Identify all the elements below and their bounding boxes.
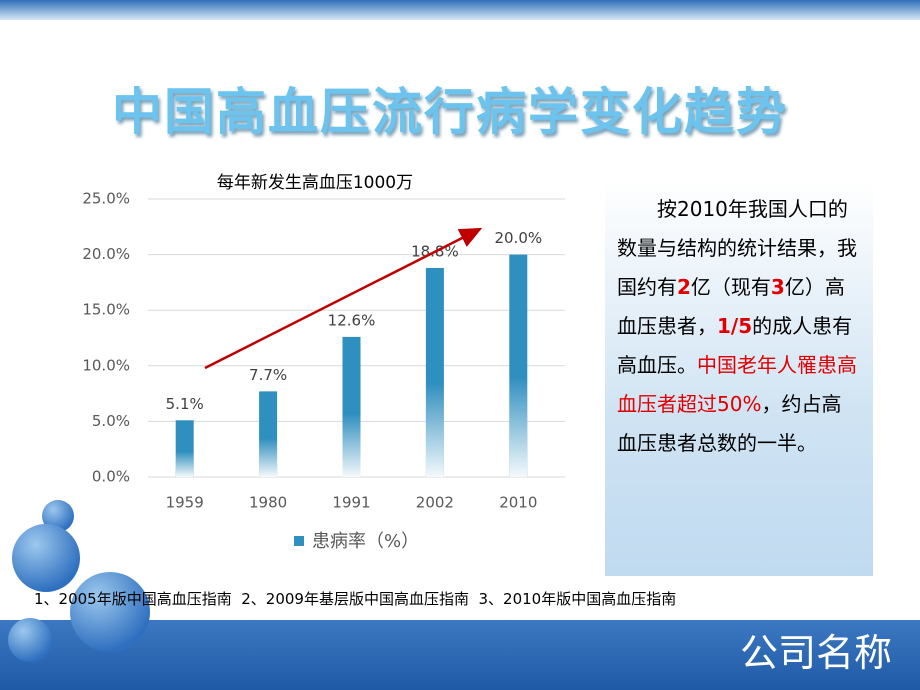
- note-text: 3: [770, 275, 785, 299]
- x-tick-label: 1959: [166, 494, 204, 512]
- x-tick-label: 2002: [416, 494, 454, 512]
- bar-fade: [509, 254, 528, 477]
- top-bar: [0, 0, 920, 20]
- x-tick-label: 1980: [249, 494, 287, 512]
- bottom-bar: [0, 620, 920, 690]
- bar-fade: [425, 267, 444, 477]
- bar-fade: [175, 420, 194, 477]
- decor-ball: [42, 500, 74, 532]
- bar-fade: [342, 336, 361, 477]
- decor-ball: [12, 524, 80, 592]
- chart-title: 每年新发生高血压1000万: [217, 173, 413, 193]
- trend-arrow: [204, 227, 483, 370]
- legend-label: 患病率（%）: [312, 531, 419, 552]
- note-text: 亿（现有: [690, 275, 771, 299]
- data-label: 7.7%: [249, 366, 287, 384]
- data-label: 20.0%: [494, 229, 542, 247]
- decor-ball: [70, 572, 150, 652]
- note-text: 中国老年人罹患高血压者超过50%: [617, 353, 857, 416]
- y-tick-label: 5.0%: [92, 412, 130, 430]
- data-label: 5.1%: [166, 395, 204, 413]
- note-text: ，约占高血压患者总数的一半。: [617, 392, 842, 455]
- bar-fade: [259, 391, 278, 477]
- y-tick-label: 25.0%: [82, 190, 130, 208]
- slide-title: 中国高血压流行病学变化趋势: [112, 83, 788, 141]
- y-tick-label: 15.0%: [82, 301, 130, 319]
- y-tick-label: 20.0%: [82, 245, 130, 263]
- note-text: 按2010年我国人口的数量与结构的统计结果，我国约有: [617, 197, 857, 299]
- x-tick-label: 1991: [332, 494, 370, 512]
- x-tick-label: 2010: [499, 494, 537, 512]
- legend-swatch: [294, 536, 304, 546]
- y-tick-label: 10.0%: [82, 356, 130, 374]
- note-text: 2: [677, 275, 691, 299]
- references: 1、2005年版中国高血压指南 2、2009年基层版中国高血压指南 3、2010…: [34, 590, 677, 608]
- y-tick-label: 0.0%: [92, 468, 130, 486]
- note-text: 1/5: [717, 314, 753, 338]
- data-label: 12.6%: [328, 311, 376, 329]
- note-box: 按2010年我国人口的数量与结构的统计结果，我国约有2亿（现有3亿）高血压患者，…: [605, 180, 873, 576]
- note-text: 的成人患有高血压。: [617, 314, 853, 377]
- decor-ball: [8, 618, 52, 662]
- note-text: 亿）高血压患者，: [617, 275, 845, 338]
- company-name: 公司名称: [739, 631, 892, 675]
